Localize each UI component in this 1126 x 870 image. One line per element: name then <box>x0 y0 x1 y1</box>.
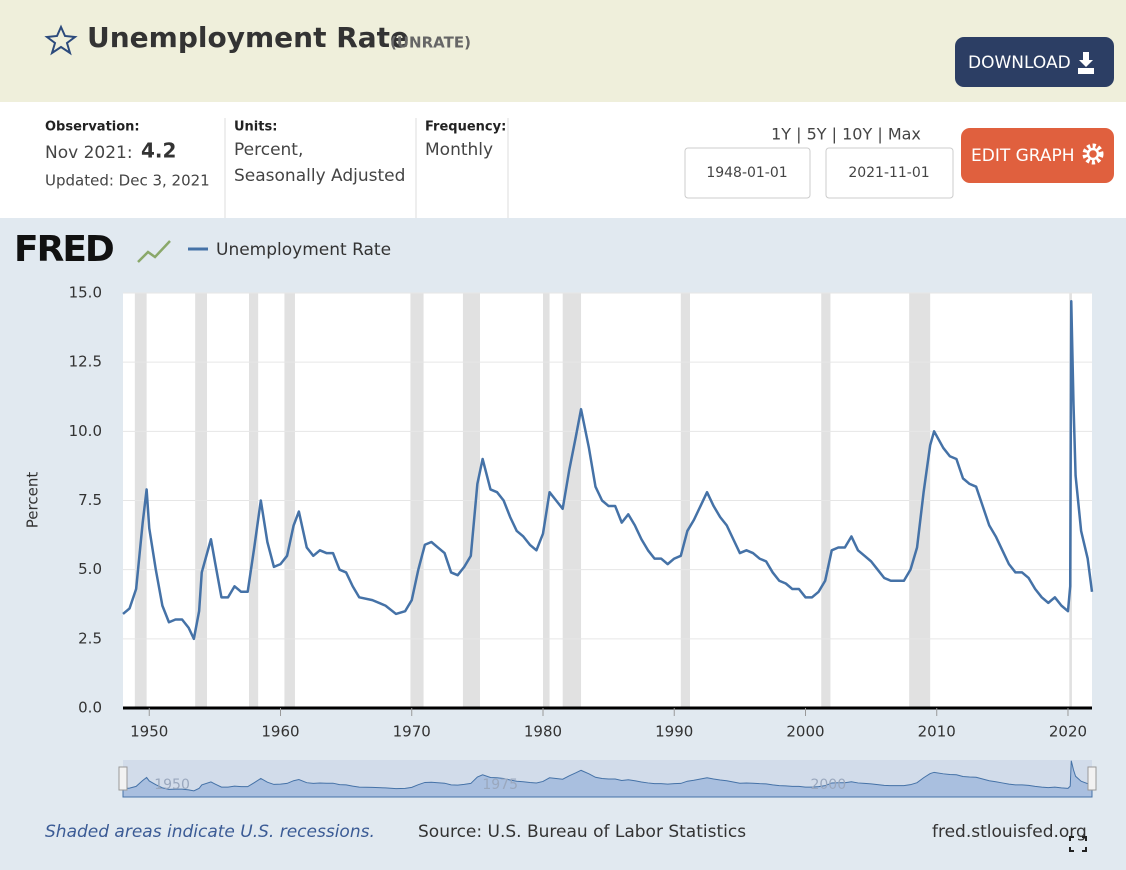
site: fred.stlouisfed.org <box>932 822 1087 842</box>
navigator-tick-label: 1950 <box>154 777 190 793</box>
end-date-input[interactable]: 2021-11-01 <box>825 147 954 199</box>
x-tick-label: 1990 <box>655 723 693 741</box>
y-tick-label: 7.5 <box>78 491 102 509</box>
source: Source: U.S. Bureau of Labor Statistics <box>418 822 746 842</box>
gear-icon <box>1082 143 1104 165</box>
x-tick-label: 1950 <box>130 723 168 741</box>
units-label: Units: <box>234 120 277 135</box>
observation-date: Nov 2021: <box>45 143 133 163</box>
range-links[interactable]: 1Y | 5Y | 10Y | Max <box>771 125 921 144</box>
navigator-handle[interactable] <box>1087 766 1097 791</box>
x-tick-label: 1970 <box>393 723 431 741</box>
start-date: 1948-01-01 <box>706 165 787 181</box>
download-label: DOWNLOAD <box>968 53 1071 73</box>
input-box <box>684 147 811 199</box>
recession-note: Shaded areas indicate U.S. recessions. <box>45 822 375 842</box>
title: Unemployment Rate <box>87 21 409 54</box>
logo-icon <box>137 240 171 263</box>
frequency-label: Frequency: <box>425 120 506 135</box>
edit-bg <box>961 128 1114 183</box>
x-tick-label: 1980 <box>524 723 562 741</box>
x-tick-label: 2020 <box>1049 723 1087 741</box>
download-button[interactable]: DOWNLOAD <box>955 37 1114 87</box>
navigator-series <box>122 760 1093 798</box>
units-line: Percent, <box>234 140 303 160</box>
y-tick-label: 2.5 <box>78 629 102 647</box>
legend-label: Unemployment Rate <box>216 240 391 260</box>
fullscreen-icon[interactable] <box>1069 836 1087 852</box>
series-line <box>122 300 1094 641</box>
end-date: 2021-11-01 <box>848 165 929 181</box>
header-band <box>0 0 1126 102</box>
y-tick-label: 15.0 <box>69 284 102 302</box>
y-tick-label: 12.5 <box>69 353 102 371</box>
download-bg <box>955 37 1114 87</box>
edit-label: EDIT GRAPH <box>971 146 1075 166</box>
y-tick-label: 10.0 <box>69 422 102 440</box>
download-icon <box>1078 52 1094 74</box>
y-axis-label: Percent <box>24 472 42 529</box>
gear-icon <box>1086 147 1100 161</box>
series-code: (UNRATE) <box>390 34 471 52</box>
y-tick-label: 0.0 <box>78 699 102 717</box>
input-box <box>825 147 954 199</box>
fred-logo: FRED <box>14 229 113 270</box>
start-date-input[interactable]: 1948-01-01 <box>684 147 811 199</box>
observation-value: 4.2 <box>141 139 176 163</box>
updated: Updated: Dec 3, 2021 <box>45 172 210 190</box>
y-tick-label: 5.0 <box>78 560 102 578</box>
frequency: Monthly <box>425 140 493 160</box>
x-tick-label: 2000 <box>786 723 824 741</box>
navigator-tick-label: 2000 <box>810 777 846 793</box>
observation-label: Observation: <box>45 120 140 135</box>
navigator-handle[interactable] <box>118 766 128 791</box>
edit-graph-button[interactable]: EDIT GRAPH <box>961 128 1114 183</box>
star-icon[interactable] <box>44 24 78 56</box>
x-tick-label: 2010 <box>918 723 956 741</box>
navigator-tick-label: 1975 <box>482 777 518 793</box>
x-tick-label: 1960 <box>261 723 299 741</box>
units-line: Seasonally Adjusted <box>234 166 405 186</box>
